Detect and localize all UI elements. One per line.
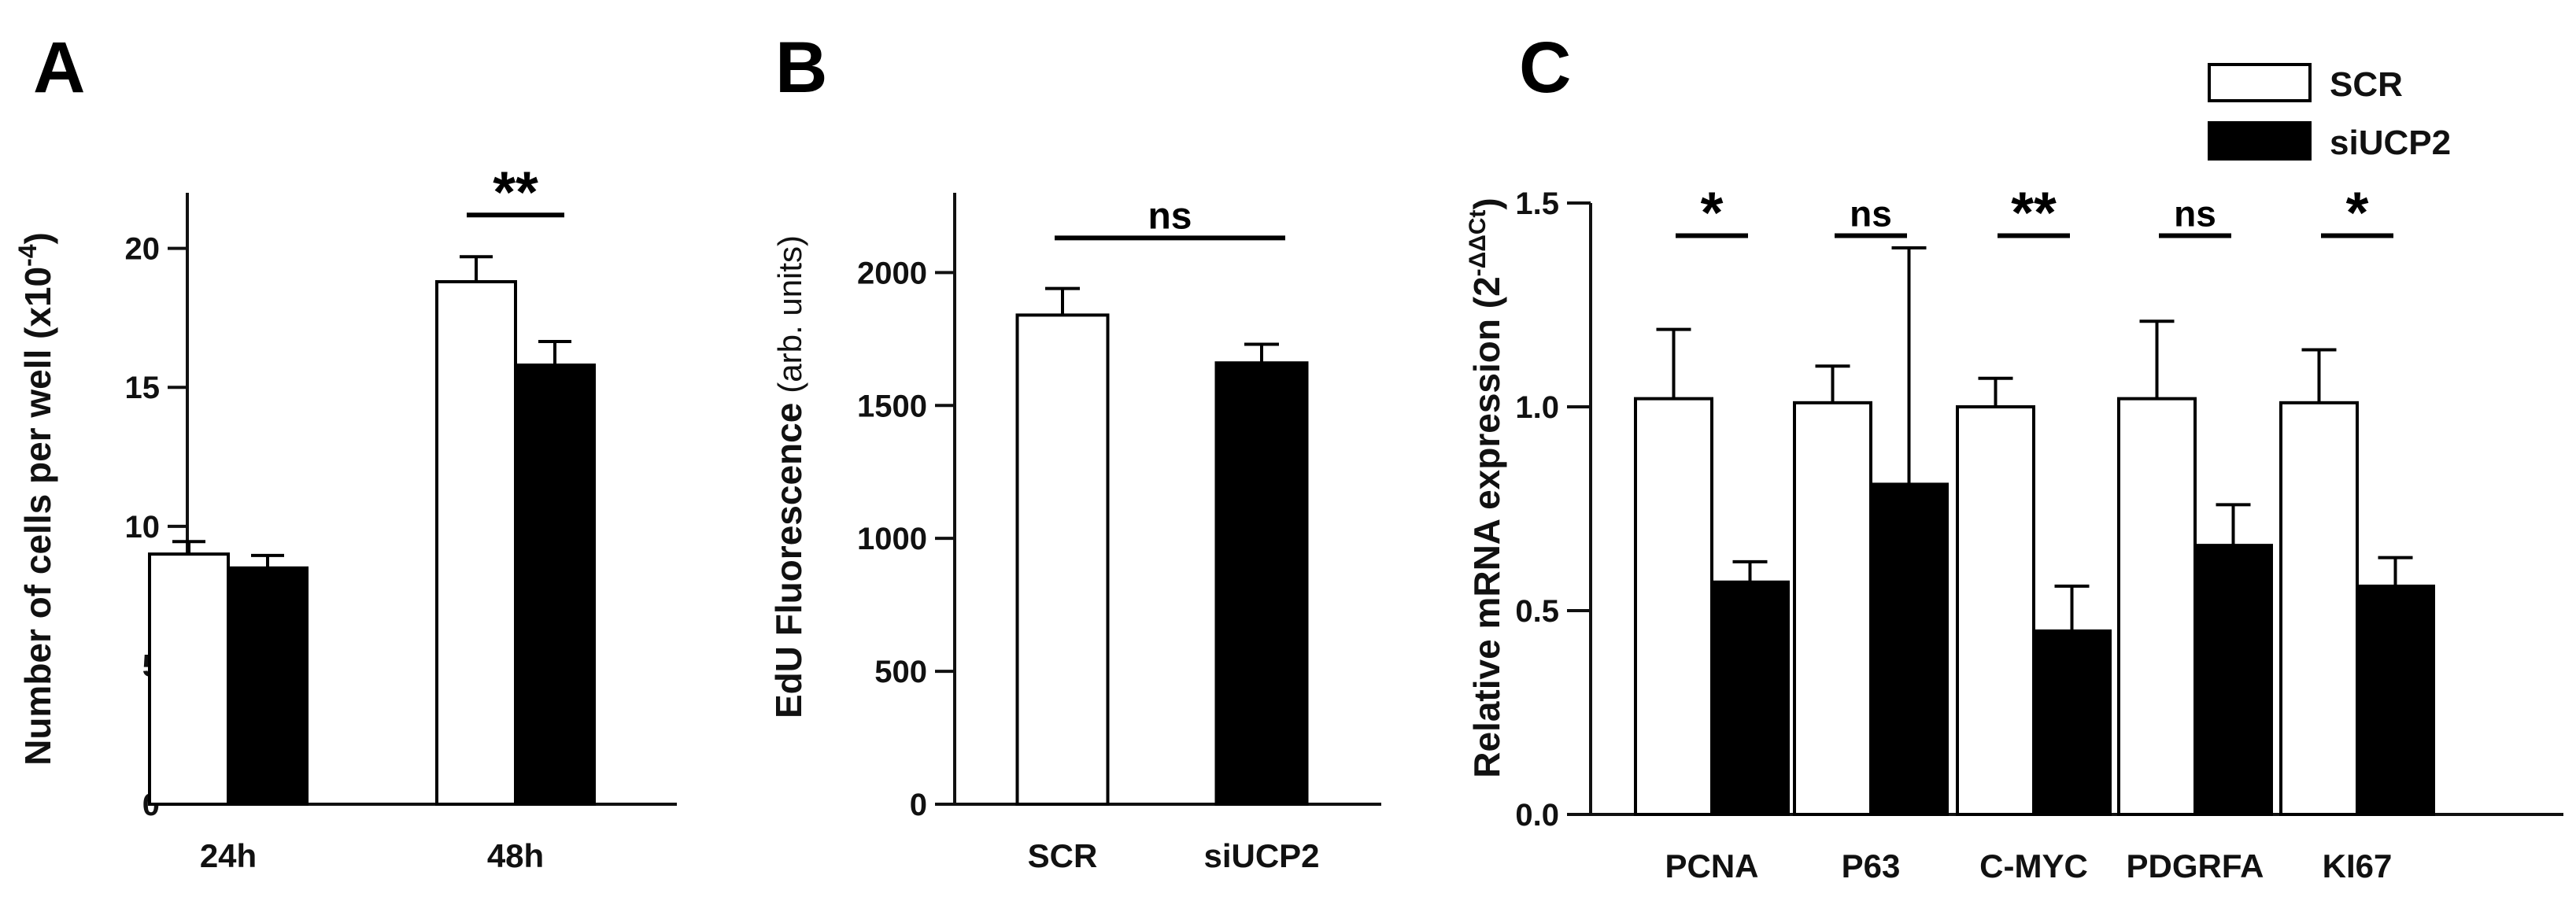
significance-label: ns — [1148, 195, 1192, 237]
y-tick-label: 0 — [910, 788, 927, 822]
y-axis-label: EdU Fluorescence (arb. units) — [768, 235, 809, 718]
y-tick-label: 20 — [125, 232, 161, 267]
bar-siucp2 — [2193, 544, 2273, 816]
bar-siucp2 — [2032, 629, 2112, 817]
y-axis-label-main: Number of cells per well (x10 — [17, 267, 58, 766]
y-axis-label-main: Relative mRNA expression (2 — [1466, 276, 1507, 777]
bar-scr — [1015, 313, 1110, 806]
y-axis-label: Number of cells per well (x10-4) — [13, 232, 58, 766]
bar-scr — [2117, 397, 2197, 816]
panel-label-b: B — [775, 28, 827, 108]
x-tick-label: 48h — [487, 837, 544, 874]
x-tick-label: 24h — [200, 837, 257, 874]
bar-siucp2 — [227, 566, 309, 807]
y-axis-label-exponent: -ΔΔCt — [1465, 210, 1491, 277]
panel-label-a: A — [33, 28, 85, 108]
significance-label: * — [1701, 179, 1724, 245]
bar-scr — [1634, 397, 1713, 816]
legend-swatch-siucp2 — [2208, 121, 2312, 161]
x-tick-label: PCNA — [1665, 847, 1758, 884]
y-tick-label: 0.5 — [1515, 594, 1559, 629]
significance-label: ns — [1850, 193, 1892, 234]
x-tick-label: P63 — [1842, 847, 1901, 884]
legend-label-scr: SCR — [2330, 65, 2403, 104]
y-tick-label: 2000 — [857, 256, 927, 290]
y-axis-label-end: ) — [1466, 198, 1507, 209]
bar-scr — [1793, 401, 1872, 816]
panel-label-c: C — [1519, 28, 1571, 108]
bar-scr — [148, 552, 230, 806]
significance-label: ** — [493, 159, 538, 224]
y-axis-label-units: (arb. units) — [771, 235, 808, 393]
x-tick-label: siUCP2 — [1203, 837, 1319, 874]
bar-siucp2 — [2356, 584, 2435, 816]
y-tick-label: 1.0 — [1515, 390, 1559, 425]
bar-siucp2 — [1710, 580, 1790, 816]
y-tick-label: 0.0 — [1515, 798, 1559, 833]
y-axis-label-end: ) — [17, 232, 58, 244]
y-axis-label-main: EdU Fluorescence — [768, 403, 809, 718]
panel-c: 0.0 0.5 1.0 1.5 PCNA P63 C-MYC PDGRFA KI67 * ns ** n… — [1465, 28, 2563, 884]
bar-scr — [435, 280, 517, 806]
legend-swatch-scr — [2208, 63, 2312, 102]
bar-siucp2 — [1214, 361, 1309, 807]
x-tick-label: KI67 — [2323, 847, 2393, 884]
panel-b: 0 500 1000 1500 2000 SCR siUCP2 ns B EdU Fluoresc… — [768, 28, 1381, 874]
y-tick-label: 1000 — [857, 522, 927, 556]
bar-scr — [2279, 401, 2359, 816]
y-tick-label: 500 — [874, 655, 927, 689]
x-tick-label: PDGRFA — [2126, 847, 2264, 884]
significance-label: ns — [2174, 193, 2216, 234]
legend-label-siucp2: siUCP2 — [2330, 124, 2451, 162]
y-axis-label-exponent: -4 — [13, 244, 42, 267]
bar-siucp2 — [514, 363, 596, 806]
bar-siucp2 — [1869, 482, 1949, 816]
significance-label: ** — [2011, 179, 2057, 245]
legend: SCR siUCP2 — [2208, 63, 2451, 162]
y-tick-label: 15 — [125, 371, 161, 405]
x-tick-label: C-MYC — [1979, 847, 2088, 884]
y-axis-label: Relative mRNA expression (2-ΔΔCt) — [1465, 198, 1507, 778]
x-tick-label: SCR — [1028, 837, 1098, 874]
y-tick-label: 10 — [125, 510, 161, 545]
y-tick-label: 1500 — [857, 389, 927, 423]
bar-scr — [1956, 405, 2035, 816]
significance-label: * — [2346, 179, 2369, 245]
y-tick-label: 1.5 — [1515, 186, 1559, 221]
